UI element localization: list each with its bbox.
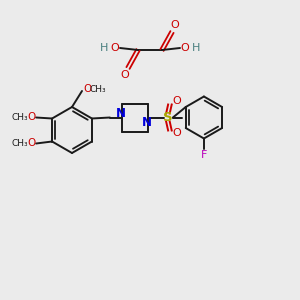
Text: CH₃: CH₃ xyxy=(12,113,28,122)
Text: O: O xyxy=(121,70,129,80)
Text: H: H xyxy=(100,43,108,53)
Text: F: F xyxy=(201,149,207,160)
Text: O: O xyxy=(83,84,91,94)
Text: O: O xyxy=(172,97,181,106)
Text: O: O xyxy=(172,128,181,139)
Text: O: O xyxy=(171,20,179,30)
Text: O: O xyxy=(27,139,35,148)
Text: CH₃: CH₃ xyxy=(12,139,28,148)
Text: S: S xyxy=(163,111,173,124)
Text: O: O xyxy=(181,43,189,53)
Text: H: H xyxy=(192,43,200,53)
Text: CH₃: CH₃ xyxy=(90,85,106,94)
Text: N: N xyxy=(142,116,152,129)
Text: N: N xyxy=(116,107,126,120)
Text: O: O xyxy=(27,112,35,122)
Text: O: O xyxy=(111,43,119,53)
